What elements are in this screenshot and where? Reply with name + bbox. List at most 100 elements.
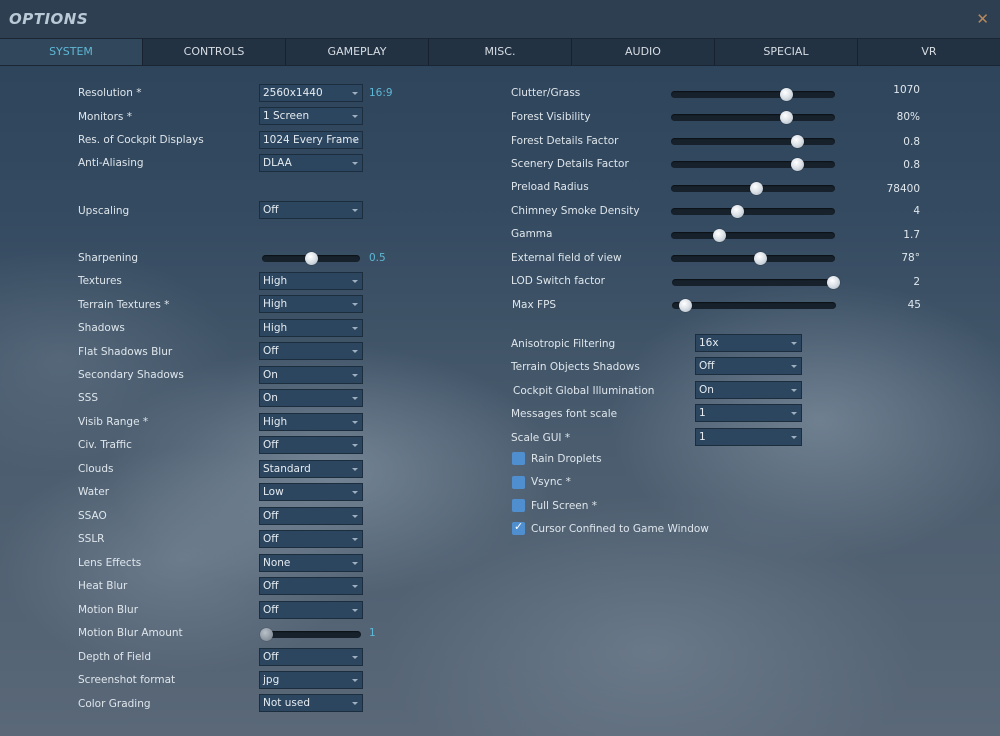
heat-blur-select[interactable]: Off: [259, 577, 363, 595]
motion-blur-amount-slider[interactable]: [260, 628, 361, 641]
upscaling-select[interactable]: Off: [259, 201, 363, 219]
slider-knob[interactable]: [779, 111, 793, 124]
visib-range-select[interactable]: High: [259, 413, 363, 431]
slider-value: 78400: [886, 183, 920, 195]
chevron-down-icon: [352, 585, 358, 588]
chevron-down-icon: [352, 397, 358, 400]
slider-value: 1.7: [903, 229, 920, 241]
slider-knob[interactable]: [750, 182, 764, 195]
slider-knob[interactable]: [260, 628, 273, 641]
rain-droplets-checkbox[interactable]: [512, 452, 525, 465]
tab-audio[interactable]: AUDIO: [572, 39, 715, 65]
tab-vr[interactable]: VR: [921, 45, 937, 58]
forest-visibility-slider[interactable]: [671, 111, 835, 124]
chevron-down-icon: [352, 679, 358, 682]
messages-font-scale-label: Messages font scale: [511, 408, 618, 420]
terrain-objects-shadows-label: Terrain Objects Shadows: [511, 361, 640, 373]
slider-knob[interactable]: [826, 276, 840, 289]
scenery-details-slider[interactable]: [671, 158, 835, 171]
slider-knob[interactable]: [679, 299, 693, 312]
sslr-label: SSLR: [78, 533, 105, 545]
anisotropic-label: Anisotropic Filtering: [511, 338, 616, 350]
tab-system[interactable]: SYSTEM: [0, 39, 143, 65]
chevron-down-icon: [352, 609, 358, 612]
chevron-down-icon: [352, 209, 358, 212]
civ-traffic-select[interactable]: Off: [259, 436, 363, 454]
motion-blur-label: Motion Blur: [78, 604, 139, 616]
forest-details-slider[interactable]: [671, 135, 835, 148]
full-screen-checkbox[interactable]: [512, 499, 525, 512]
slider-knob[interactable]: [791, 158, 805, 171]
cockpit-res-select[interactable]: 1024 Every Frame: [259, 131, 363, 149]
tab-gameplay[interactable]: GAMEPLAY: [286, 39, 429, 65]
slider-knob[interactable]: [791, 135, 805, 148]
secondary-shadows-label: Secondary Shadows: [78, 369, 184, 381]
resolution-select[interactable]: 2560x1440: [259, 84, 363, 102]
sharpening-label: Sharpening: [78, 252, 139, 264]
sslr-select[interactable]: Off: [259, 530, 363, 548]
chevron-down-icon: [352, 515, 358, 518]
flat-shadows-blur-select[interactable]: Off: [259, 342, 363, 360]
chevron-down-icon: [791, 342, 797, 345]
slider-label: Preload Radius: [511, 181, 589, 193]
slider-value: 0.8: [903, 159, 920, 171]
slider-label: Scenery Details Factor: [511, 158, 629, 170]
cockpit-gi-select[interactable]: On: [695, 381, 802, 399]
chevron-down-icon: [352, 280, 358, 283]
slider-label: LOD Switch factor: [511, 275, 605, 287]
chevron-down-icon: [791, 365, 797, 368]
slider-label: External field of view: [511, 252, 622, 264]
secondary-shadows-select[interactable]: On: [259, 366, 363, 384]
monitors-label: Monitors *: [78, 111, 132, 123]
tab-bar: SYSTEM CONTROLS GAMEPLAY MISC. AUDIO SPE…: [0, 38, 1000, 66]
chevron-down-icon: [791, 389, 797, 392]
sharpening-slider[interactable]: [262, 252, 360, 265]
cockpit-res-label: Res. of Cockpit Displays: [78, 134, 204, 146]
chevron-down-icon: [352, 303, 358, 306]
shadows-select[interactable]: High: [259, 319, 363, 337]
tab-special[interactable]: SPECIAL: [715, 39, 858, 65]
clutter-grass-slider[interactable]: [671, 88, 835, 101]
messages-font-scale-select[interactable]: 1: [695, 404, 802, 422]
visib-range-label: Visib Range *: [78, 416, 149, 428]
lens-effects-select[interactable]: None: [259, 554, 363, 572]
external-fov-slider[interactable]: [671, 252, 835, 265]
slider-knob[interactable]: [730, 205, 744, 218]
chimney-smoke-slider[interactable]: [671, 205, 835, 218]
close-icon[interactable]: ✕: [976, 10, 989, 28]
slider-knob[interactable]: [305, 252, 318, 265]
slider-knob[interactable]: [779, 88, 793, 101]
chevron-down-icon: [352, 350, 358, 353]
sss-label: SSS: [78, 392, 98, 404]
ssao-select[interactable]: Off: [259, 507, 363, 525]
terrain-objects-shadows-select[interactable]: Off: [695, 357, 802, 375]
monitors-select[interactable]: 1 Screen: [259, 107, 363, 125]
cursor-confined-checkbox[interactable]: ✓: [512, 520, 525, 535]
chevron-down-icon: [352, 702, 358, 705]
max-fps-slider[interactable]: [672, 299, 836, 312]
color-grading-select[interactable]: Not used: [259, 694, 363, 712]
lod-switch-slider[interactable]: [672, 276, 840, 289]
depth-of-field-select[interactable]: Off: [259, 648, 363, 666]
terrain-textures-select[interactable]: High: [259, 295, 363, 313]
clouds-select[interactable]: Standard: [259, 460, 363, 478]
preload-radius-slider[interactable]: [671, 182, 835, 195]
sss-select[interactable]: On: [259, 389, 363, 407]
water-select[interactable]: Low: [259, 483, 363, 501]
slider-knob[interactable]: [753, 252, 767, 265]
vsync-checkbox[interactable]: [512, 476, 525, 489]
tab-controls[interactable]: CONTROLS: [143, 39, 286, 65]
chevron-down-icon: [352, 491, 358, 494]
gamma-slider[interactable]: [671, 229, 835, 242]
lens-effects-label: Lens Effects: [78, 557, 142, 569]
textures-select[interactable]: High: [259, 272, 363, 290]
window-title: OPTIONS: [9, 10, 89, 28]
motion-blur-select[interactable]: Off: [259, 601, 363, 619]
slider-knob[interactable]: [712, 229, 726, 242]
anti-aliasing-select[interactable]: DLAA: [259, 154, 363, 172]
anisotropic-select[interactable]: 16x: [695, 334, 802, 352]
tab-misc[interactable]: MISC.: [429, 39, 572, 65]
scale-gui-select[interactable]: 1: [695, 428, 802, 446]
screenshot-format-select[interactable]: jpg: [259, 671, 363, 689]
ssao-label: SSAO: [78, 510, 107, 522]
